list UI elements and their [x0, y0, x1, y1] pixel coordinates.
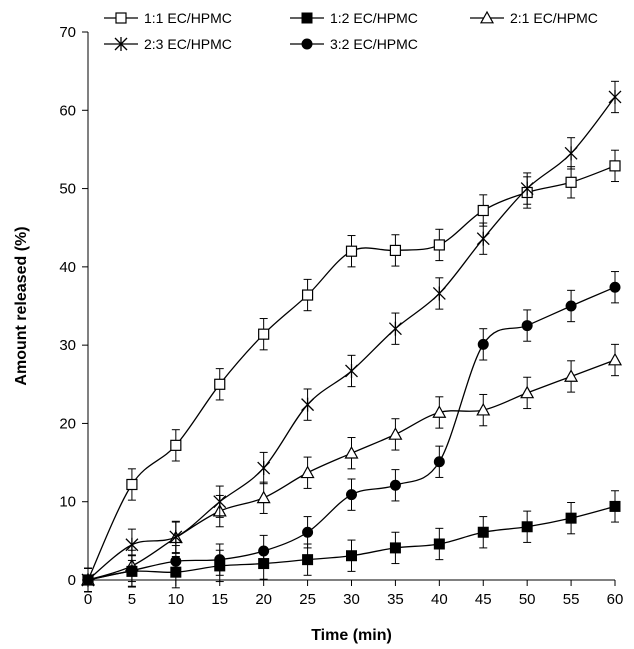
data-point: [608, 89, 622, 104]
legend-marker: [301, 38, 313, 50]
data-point: [432, 405, 447, 418]
x-tick-label: 25: [299, 591, 316, 608]
legend: 1:1 EC/HPMC 1:2 EC/HPMC 2:1 EC/HPMC 2:3 EC/…: [104, 10, 598, 52]
data-point: [388, 427, 403, 440]
legend-item-2: 1:2 EC/HPMC: [290, 10, 418, 26]
legend-label: 3:2 EC/HPMC: [330, 36, 418, 52]
data-point: [432, 286, 446, 301]
data-point: [609, 500, 621, 512]
y-tick-label: 70: [59, 24, 76, 41]
series-4: [81, 80, 622, 593]
y-tick-label: 60: [59, 102, 76, 119]
legend-item-3: 2:1 EC/HPMC: [470, 10, 598, 26]
legend-item-4: 2:3 EC/HPMC: [104, 36, 232, 52]
data-point: [476, 231, 490, 246]
data-point: [302, 526, 314, 538]
x-tick-label: 10: [167, 591, 184, 608]
data-point: [477, 338, 489, 350]
data-point: [388, 321, 402, 336]
data-point: [477, 204, 489, 217]
y-tick-label: 0: [68, 572, 76, 589]
data-point: [300, 465, 315, 479]
x-tick-label: 35: [387, 591, 404, 608]
x-tick-label: 50: [519, 591, 536, 608]
legend-label: 1:1 EC/HPMC: [144, 10, 232, 26]
plot-series: [80, 80, 623, 593]
data-point: [564, 369, 579, 382]
data-point: [126, 565, 138, 577]
data-point: [125, 537, 139, 552]
data-point: [389, 542, 401, 554]
data-point: [256, 490, 271, 504]
data-point: [301, 397, 315, 412]
y-axis-title: Amount released (%): [13, 226, 30, 385]
data-point: [389, 479, 401, 491]
data-point: [214, 554, 226, 566]
data-point: [258, 328, 270, 340]
x-tick-label: 0: [84, 591, 92, 608]
data-point: [389, 244, 402, 257]
data-point: [302, 554, 314, 566]
y-tick-label: 50: [59, 181, 76, 198]
legend-marker: [479, 10, 495, 24]
data-point: [346, 550, 357, 562]
legend-label: 2:1 EC/HPMC: [510, 10, 598, 26]
legend-marker: [115, 12, 127, 24]
legend-item-5: 3:2 EC/HPMC: [290, 36, 418, 52]
data-point: [565, 300, 577, 312]
data-point: [213, 494, 227, 509]
data-point: [564, 146, 578, 161]
y-tick-label: 40: [59, 259, 76, 276]
data-point: [433, 538, 445, 550]
data-point: [607, 352, 623, 366]
x-tick-label: 15: [211, 591, 228, 608]
x-tick-label: 20: [255, 591, 272, 608]
data-point: [169, 529, 183, 544]
data-point: [126, 478, 138, 491]
data-point: [477, 526, 489, 538]
x-axis-title: Time (min): [311, 627, 392, 644]
legend-marker: [114, 37, 128, 51]
data-point: [257, 461, 271, 476]
data-point: [521, 320, 533, 332]
data-point: [609, 160, 621, 172]
legend-marker: [301, 12, 313, 24]
data-point: [345, 245, 358, 257]
x-tick-label: 45: [475, 591, 492, 608]
y-tick-label: 30: [59, 337, 76, 354]
data-point: [565, 512, 577, 524]
series-line: [87, 286, 616, 581]
x-axis-ticks: 0 5 10 15 20 25 30 35 40 45 50 55 60: [84, 580, 624, 608]
y-tick-label: 20: [59, 415, 76, 432]
data-point: [565, 176, 577, 188]
x-tick-label: 30: [343, 591, 360, 608]
data-point: [433, 456, 445, 468]
data-point: [346, 489, 357, 501]
axes: 0 5 10 15 20 25 30 35 40 45 50 55 60 0 10 20 30 40 50 60 70: [59, 24, 623, 608]
data-point: [521, 521, 533, 533]
data-point: [170, 439, 182, 451]
data-point: [433, 239, 445, 251]
y-axis-ticks: 0 10 20 30 40 50 60 70: [59, 24, 88, 589]
data-point: [520, 385, 535, 399]
data-point: [344, 445, 359, 459]
x-tick-label: 5: [128, 591, 136, 608]
x-tick-label: 60: [607, 591, 624, 608]
data-point: [258, 545, 270, 557]
data-point: [345, 363, 358, 378]
x-tick-label: 55: [563, 591, 580, 608]
data-point: [301, 289, 314, 301]
legend-label: 2:3 EC/HPMC: [144, 36, 232, 52]
y-tick-label: 10: [59, 494, 76, 511]
legend-label: 1:2 EC/HPMC: [330, 10, 418, 26]
data-point: [609, 281, 621, 293]
data-point: [476, 402, 491, 416]
data-point: [520, 181, 534, 196]
data-point: [214, 378, 226, 390]
data-point: [170, 555, 182, 567]
x-tick-label: 40: [431, 591, 448, 608]
legend-item-1: 1:1 EC/HPMC: [104, 10, 232, 26]
